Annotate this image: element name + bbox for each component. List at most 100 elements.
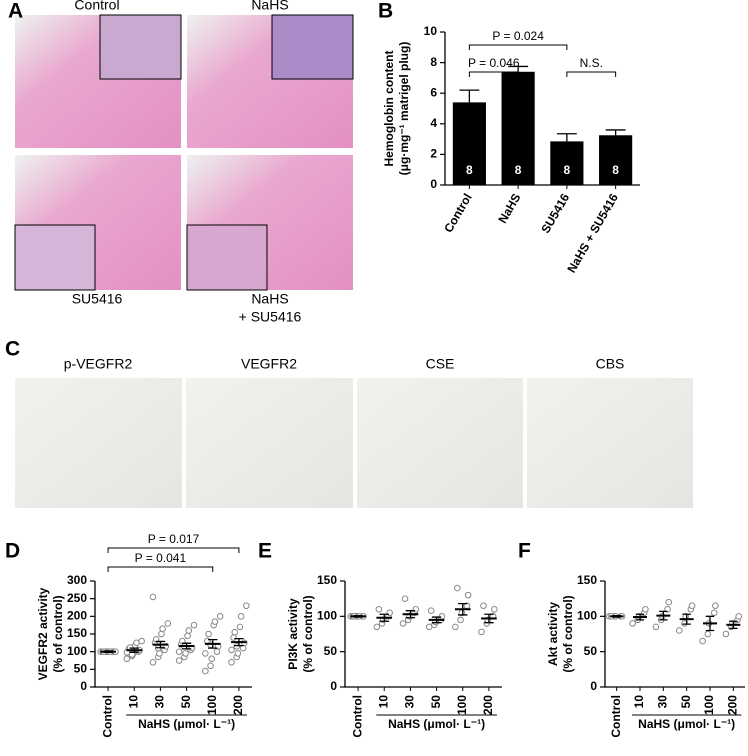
y-axis-label: (% of control)	[561, 595, 575, 672]
x-tick-label: 200	[726, 695, 740, 715]
data-point	[230, 634, 237, 641]
micrographs-a	[14, 14, 354, 291]
x-tick-label: SU5416	[538, 191, 572, 236]
x-tick-label: 50	[429, 695, 443, 709]
data-point	[427, 607, 435, 614]
data-point	[642, 605, 649, 613]
data-point	[375, 605, 383, 613]
data-point	[710, 609, 718, 617]
x-tick-label: 100	[205, 695, 219, 715]
micrograph	[357, 378, 523, 508]
y-tick-label: 10	[424, 24, 438, 38]
data-point	[190, 621, 198, 629]
data-point	[149, 593, 157, 601]
x-tick-label: Control	[609, 695, 623, 738]
data-point	[664, 605, 671, 613]
x-tick-label: 50	[679, 695, 693, 709]
bar	[550, 141, 584, 185]
data-point	[208, 655, 216, 663]
x-axis-label: NaHS (μmol· L⁻¹)	[138, 717, 235, 731]
y-tick-label: 6	[430, 85, 437, 99]
data-point	[184, 632, 191, 640]
data-point	[158, 630, 165, 638]
image-label: VEGFR2	[241, 356, 297, 372]
y-tick-label: 150	[577, 573, 597, 587]
data-point	[182, 650, 189, 657]
bar	[501, 71, 535, 185]
y-axis-label: Akt activity	[546, 602, 560, 666]
y-axis-label: VEGFR2 activity	[36, 587, 50, 680]
x-tick-label: 10	[376, 695, 390, 709]
data-point	[629, 620, 636, 627]
x-tick-label: 30	[153, 695, 167, 709]
panel-letter: B	[378, 0, 393, 23]
significance-bracket	[107, 547, 240, 553]
y-tick-label: 250	[67, 591, 87, 605]
significance-bracket	[566, 71, 617, 77]
data-point	[216, 613, 224, 620]
y-tick-label: 200	[67, 609, 87, 623]
data-point	[243, 602, 250, 610]
data-point	[735, 613, 743, 620]
data-point	[675, 627, 683, 634]
image-label: CBS	[596, 356, 625, 372]
data-point	[128, 651, 136, 658]
y-tick-label: 0	[330, 679, 337, 693]
x-tick-label: 30	[403, 695, 417, 709]
data-point	[205, 630, 212, 638]
significance-label: P = 0.017	[148, 532, 200, 546]
y-tick-label: 50	[324, 644, 338, 658]
data-point	[722, 630, 730, 638]
n-label: 8	[466, 163, 473, 177]
x-axis-label: NaHS (μmol· L⁻¹)	[638, 717, 735, 731]
data-point	[373, 623, 381, 631]
n-label: 8	[515, 163, 522, 177]
y-axis-label: PI3K activity	[286, 598, 300, 670]
data-point	[478, 628, 485, 636]
error-bar	[556, 133, 577, 142]
data-point	[211, 618, 219, 625]
data-point	[123, 655, 131, 663]
x-tick-label: 50	[179, 695, 193, 709]
data-point	[159, 625, 166, 633]
data-point	[704, 630, 712, 638]
significance-label: P = 0.041	[135, 551, 187, 565]
x-tick-label: Control	[100, 695, 114, 738]
inset	[271, 14, 354, 80]
error-bar	[605, 129, 626, 136]
micrograph	[186, 378, 353, 508]
data-point	[152, 636, 160, 643]
y-axis-label: Hemoglobin content	[382, 51, 396, 167]
image-label: CSE	[426, 356, 455, 372]
data-point	[237, 613, 245, 620]
error-bar	[508, 65, 529, 72]
y-axis-label: (μg·mg⁻¹ matrigel plug)	[397, 42, 411, 176]
y-tick-label: 300	[67, 573, 87, 587]
y-tick-label: 50	[74, 662, 88, 676]
y-tick-label: 100	[67, 644, 87, 658]
data-point	[665, 598, 673, 606]
significance-label: N.S.	[580, 56, 603, 70]
y-tick-label: 4	[430, 116, 437, 130]
inset	[99, 14, 182, 80]
n-label: 8	[564, 163, 571, 177]
data-point	[401, 595, 409, 602]
x-tick-label: Control	[441, 191, 474, 235]
bar	[599, 135, 633, 185]
image-label: SU5416	[72, 291, 123, 307]
n-label: 8	[612, 163, 619, 177]
data-point	[399, 620, 407, 627]
x-tick-label: 100	[702, 695, 716, 715]
inset	[186, 224, 268, 291]
y-tick-label: 0	[80, 679, 87, 693]
x-tick-label: 200	[481, 695, 495, 715]
data-point	[185, 627, 193, 634]
data-point	[202, 650, 209, 657]
y-tick-label: 0	[590, 679, 597, 693]
y-tick-label: 100	[317, 609, 337, 623]
data-point	[202, 667, 209, 675]
y-tick-label: 8	[430, 55, 437, 69]
data-point	[138, 637, 145, 645]
image-label: p-VEGFR2	[64, 356, 133, 372]
